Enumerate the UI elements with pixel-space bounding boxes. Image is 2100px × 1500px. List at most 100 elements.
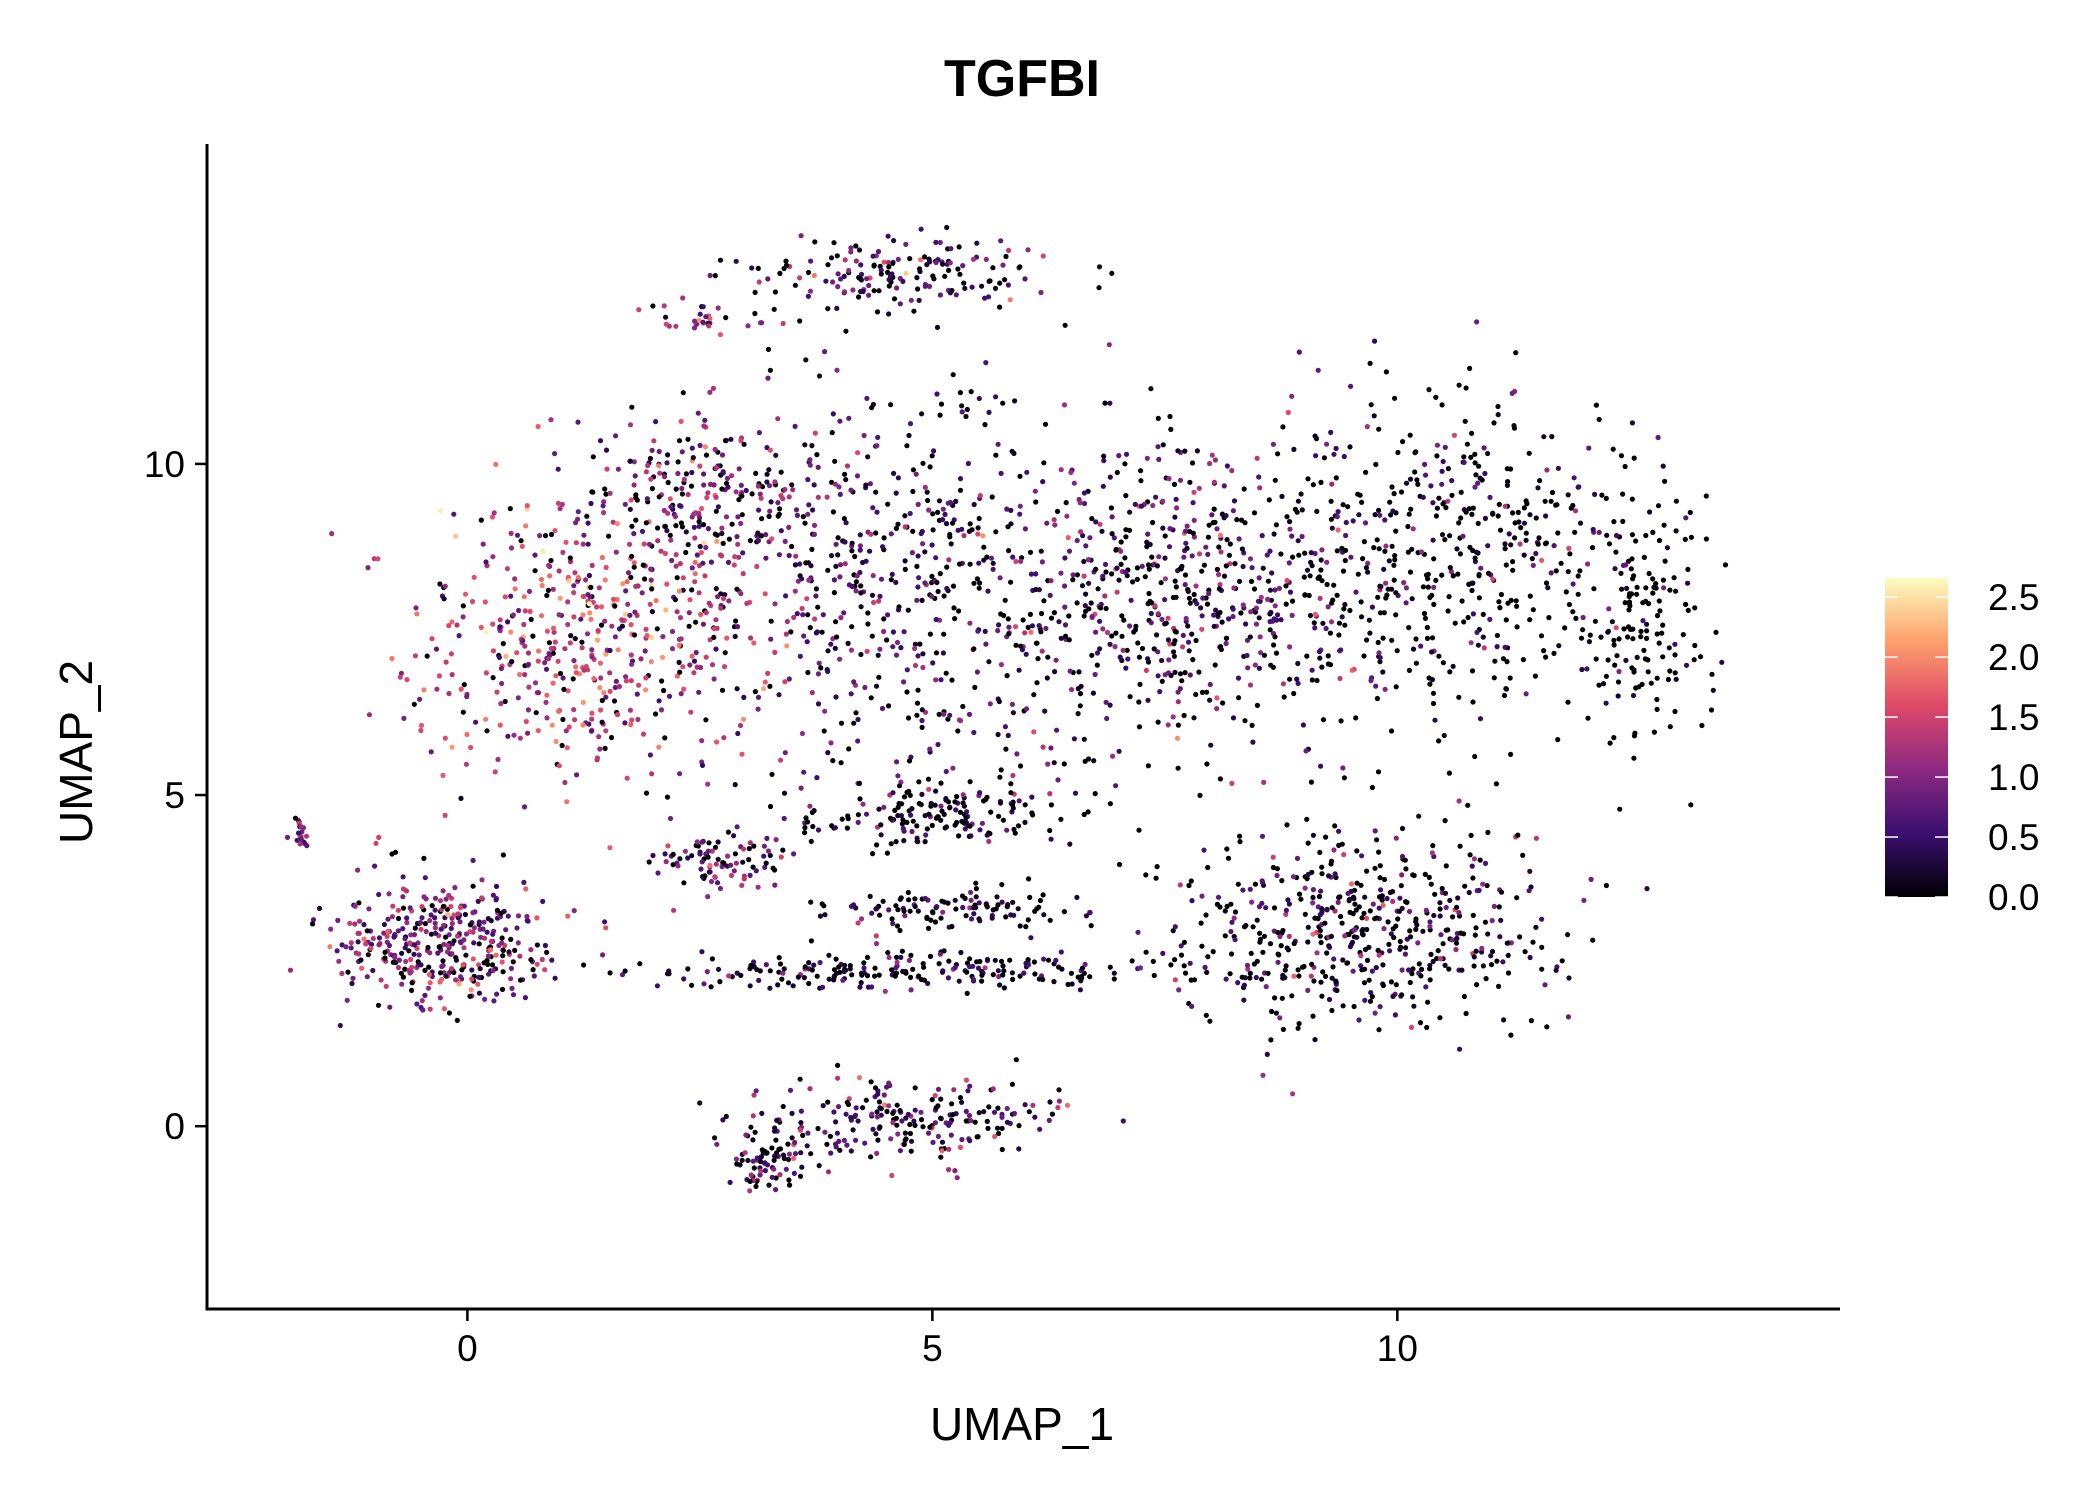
data-point [1377,512,1383,518]
data-point [1424,635,1431,642]
data-point [480,541,486,547]
data-point [1642,656,1648,662]
data-point [807,457,813,463]
data-point [1006,631,1012,637]
data-point [477,966,483,972]
data-point [1010,710,1017,716]
data-point [1643,532,1649,539]
data-point [786,1177,792,1183]
data-point [510,992,517,998]
data-point [1495,403,1501,410]
data-point [1111,970,1117,976]
data-point [1124,647,1130,653]
data-point [567,559,574,565]
data-point [935,1086,942,1092]
data-point [1042,708,1048,714]
data-point [866,292,872,298]
data-point [1047,827,1053,834]
data-point [1102,400,1108,406]
data-point [712,1135,718,1141]
data-point [1418,549,1425,555]
data-point [1496,501,1502,507]
data-point [453,533,459,539]
data-point [1077,703,1083,709]
data-point [1481,645,1487,651]
data-point [1390,898,1396,905]
data-point [870,573,876,579]
data-point [971,911,977,917]
data-point [1148,620,1154,626]
data-point [1654,631,1660,637]
data-point [739,751,745,757]
data-point [634,691,640,697]
data-point [350,975,356,981]
data-point [1005,616,1011,622]
data-point [1501,692,1508,699]
data-point [1447,533,1453,539]
data-point [721,860,727,866]
data-point [1166,476,1172,482]
data-point [1426,387,1432,393]
data-point [701,540,707,546]
data-point [705,854,711,860]
data-point [786,524,792,531]
data-point [1573,615,1579,622]
data-point [752,689,759,695]
data-point [580,612,586,618]
data-point [837,1147,843,1153]
data-point [647,455,654,462]
data-point [1137,965,1144,971]
data-point [376,834,382,841]
data-point [588,584,594,591]
data-point [1256,904,1263,910]
data-point [1477,857,1483,863]
data-point [1058,949,1064,955]
data-point [809,546,815,553]
data-point [886,277,892,283]
data-point [1040,744,1046,750]
data-point [1319,547,1325,553]
data-point [538,576,545,583]
data-point [636,307,642,313]
data-point [911,308,917,314]
data-point [555,500,562,506]
data-point [1281,694,1287,700]
data-point [1242,520,1248,526]
data-point [1174,505,1180,511]
data-point [1236,536,1242,542]
data-point [1120,1118,1126,1124]
data-point [812,430,818,436]
data-point [1284,577,1290,584]
data-point [449,920,455,927]
data-point [1491,420,1497,426]
data-point [440,772,446,779]
data-point [1302,592,1308,598]
data-point [981,1109,987,1115]
data-point [1182,670,1188,676]
data-point [772,601,778,607]
data-point [802,442,808,448]
data-point [667,532,673,538]
data-point [514,532,521,538]
data-point [443,896,449,902]
data-point [614,712,621,718]
data-point [1182,970,1189,976]
data-point [345,969,351,975]
data-point [1709,671,1715,677]
data-point [1077,987,1083,993]
data-point [1543,513,1549,519]
data-point [1241,924,1248,930]
data-point [1292,506,1298,512]
data-point [703,452,710,458]
data-point [1023,706,1030,712]
data-point [867,893,873,900]
data-point [1611,519,1617,525]
data-point [1425,584,1431,590]
data-point [1132,501,1138,507]
data-point [1462,418,1468,424]
data-point [1205,534,1211,540]
data-point [1654,696,1660,703]
data-point [463,952,469,958]
data-point [1361,653,1367,659]
data-point [572,636,578,642]
